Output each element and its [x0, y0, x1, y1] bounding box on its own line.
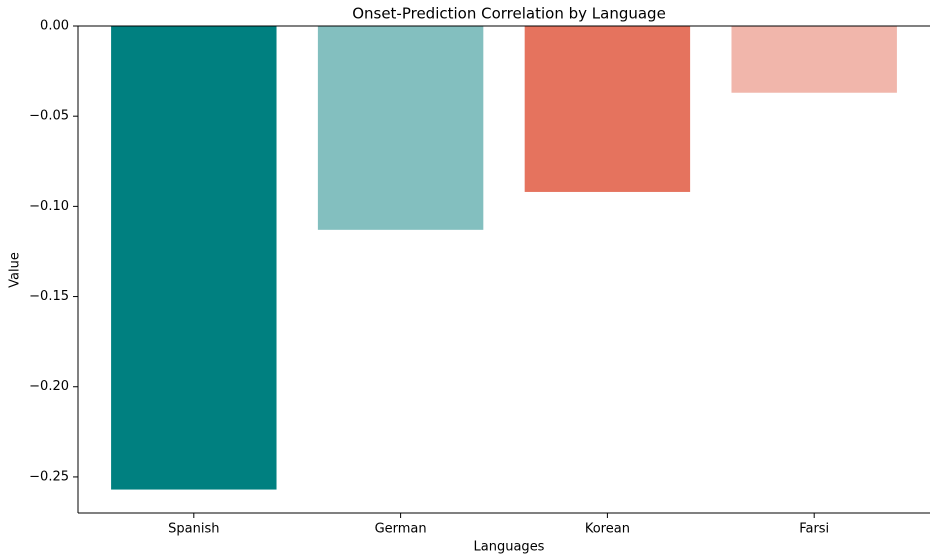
bar: [317, 26, 484, 230]
bar: [111, 26, 277, 490]
bar: [731, 26, 897, 93]
y-tick-label: −0.25: [29, 469, 69, 484]
y-tick-label: −0.20: [29, 379, 69, 394]
x-tick-label: Korean: [585, 522, 630, 537]
y-tick-label: −0.05: [29, 109, 69, 124]
x-tick-label: Farsi: [799, 522, 829, 537]
y-tick-label: −0.15: [29, 289, 69, 304]
y-axis-label: Value: [8, 252, 23, 288]
x-tick-label: Spanish: [168, 522, 219, 537]
chart-title: Onset-Prediction Correlation by Language: [352, 5, 666, 23]
y-tick-label: 0.00: [40, 19, 69, 34]
x-axis-label: Languages: [474, 540, 545, 555]
bar: [524, 26, 691, 192]
x-tick-label: German: [375, 522, 427, 537]
y-tick-label: −0.10: [29, 199, 69, 214]
